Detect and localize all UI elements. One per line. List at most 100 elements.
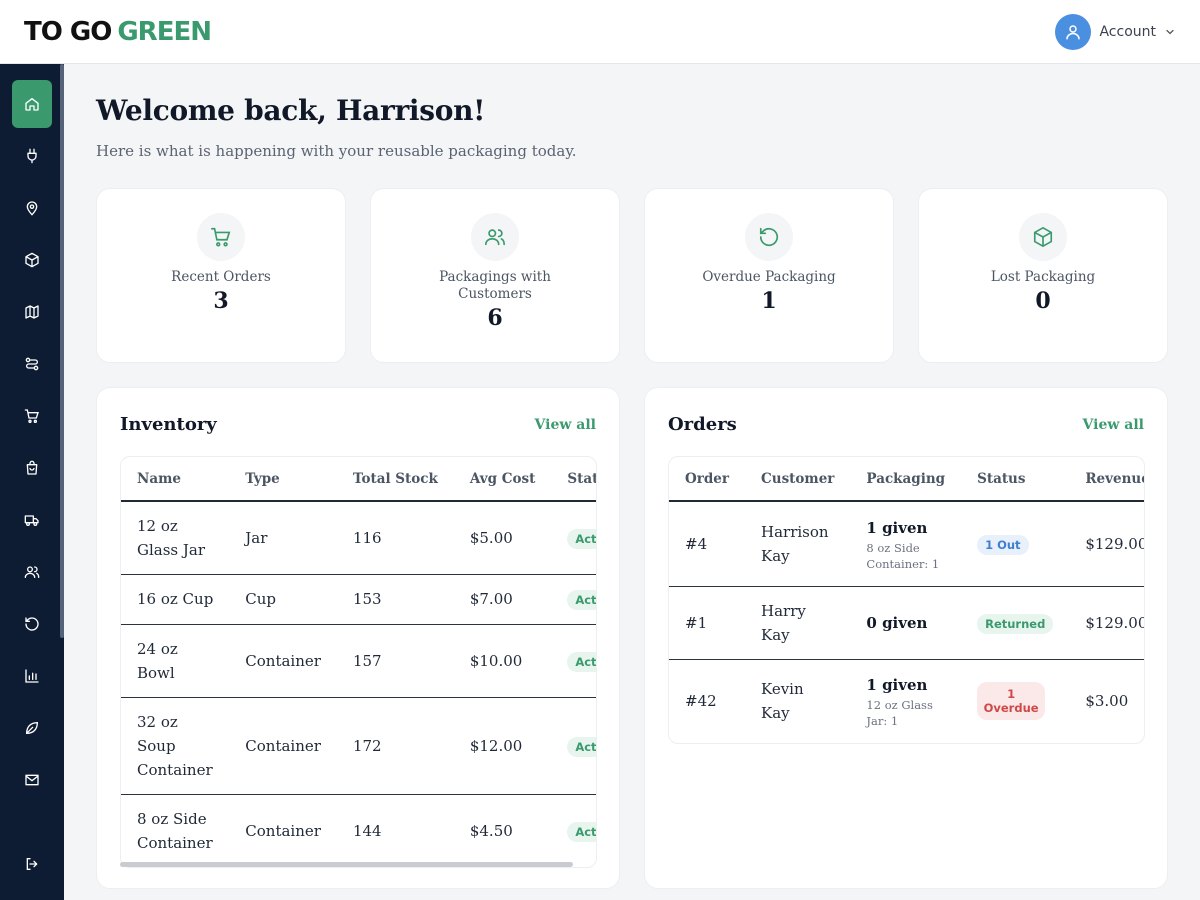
leaf-icon [25, 721, 39, 735]
inventory-table: Name Type Total Stock Avg Cost Status 12… [121, 457, 596, 867]
column-header-name[interactable]: Name [121, 457, 230, 502]
cell-cost: $5.00 [453, 501, 552, 575]
account-menu[interactable]: Account [1055, 14, 1176, 50]
stat-value: 3 [213, 288, 229, 314]
cell-type: Cup [229, 574, 337, 625]
sidebar-item-reports[interactable] [12, 656, 52, 696]
bar-chart-icon [25, 669, 39, 683]
table-row[interactable]: 8 oz Side Container Container 144 $4.50 … [121, 794, 596, 867]
status-badge: 1 Overdue [977, 682, 1046, 721]
route-icon [25, 357, 39, 371]
stat-card-recent-orders[interactable]: Recent Orders 3 [96, 188, 346, 363]
column-header-packaging[interactable]: Packaging [850, 457, 962, 502]
status-badge: Returned [977, 613, 1054, 634]
logo-text-to-go: TO GO [24, 17, 112, 47]
sidebar-item-cart[interactable] [12, 396, 52, 436]
stat-icon-container [745, 213, 793, 261]
logo-text-green: GREEN [117, 17, 212, 47]
stat-value: 1 [761, 288, 777, 314]
stat-card-overdue-packaging[interactable]: Overdue Packaging 1 [644, 188, 894, 363]
sidebar-item-routes[interactable] [12, 344, 52, 384]
stat-card-packagings-with-customers[interactable]: Packagings with Customers 6 [370, 188, 620, 363]
inventory-view-all-link[interactable]: View all [534, 417, 596, 433]
sidebar-item-plug[interactable] [12, 136, 52, 176]
inventory-horizontal-scrollbar[interactable] [120, 862, 573, 867]
cell-revenue: $129.00 [1069, 501, 1144, 587]
column-header-revenue[interactable]: Revenue [1069, 457, 1144, 502]
column-header-total-stock[interactable]: Total Stock [336, 457, 454, 502]
stat-label: Lost Packaging [990, 269, 1096, 285]
sidebar-item-locations[interactable] [12, 188, 52, 228]
cell-customer: Harry Kay [745, 586, 851, 660]
stat-label: Overdue Packaging [702, 269, 836, 285]
cell-customer: Harrison Kay [745, 501, 851, 587]
sidebar-item-customers[interactable] [12, 552, 52, 592]
column-header-customer[interactable]: Customer [745, 457, 851, 502]
sidebar-item-sustainability[interactable] [12, 708, 52, 748]
table-row[interactable]: 12 oz Glass Jar Jar 116 $5.00 Active [121, 501, 596, 575]
column-header-avg-cost[interactable]: Avg Cost [453, 457, 552, 502]
table-row[interactable]: #1 Harry Kay 0 given Returned $129.00 [669, 586, 1144, 660]
cell-packaging: 1 given 12 oz Glass Jar: 1 [850, 659, 961, 743]
table-header-row: Order Customer Packaging Status Revenue [669, 457, 1144, 502]
account-label[interactable]: Account [1099, 24, 1156, 40]
column-header-type[interactable]: Type [229, 457, 337, 502]
stat-label: Recent Orders [171, 269, 271, 285]
orders-table: Order Customer Packaging Status Revenue … [669, 457, 1144, 743]
sidebar-item-returns[interactable] [12, 604, 52, 644]
box-icon [1033, 227, 1053, 247]
column-header-status[interactable]: Status [961, 457, 1070, 502]
shopping-cart-icon [24, 409, 39, 423]
table-row[interactable]: 24 oz Bowl Container 157 $10.00 Active [121, 624, 596, 698]
table-row[interactable]: 32 oz Soup Container Container 172 $12.0… [121, 697, 596, 795]
users-icon [24, 566, 40, 578]
sidebar-item-messages[interactable] [12, 760, 52, 800]
sidebar-item-delivery[interactable] [12, 500, 52, 540]
stat-icon-container [1019, 213, 1067, 261]
user-icon [1066, 25, 1081, 40]
sidebar-item-logout[interactable] [12, 844, 52, 884]
orders-view-all-link[interactable]: View all [1082, 417, 1144, 433]
cell-revenue: $3.00 [1085, 692, 1129, 711]
logout-icon [26, 858, 38, 870]
status-badge: 1 Out [977, 534, 1029, 555]
cell-customer: Kevin Kay [761, 680, 804, 723]
sidebar-scrollbar[interactable] [60, 64, 64, 638]
cell-status: 1 Overdue [961, 659, 1069, 743]
sidebar [0, 64, 64, 900]
cell-cost: $7.00 [453, 574, 552, 625]
cell-packaging: 1 given 8 oz Side Container: 1 [850, 501, 962, 587]
page-subtitle: Here is what is happening with your reus… [96, 142, 577, 160]
return-arrow-icon [25, 617, 39, 631]
cell-name: 24 oz Bowl [121, 624, 230, 698]
status-badge: Active [567, 590, 596, 610]
cell-cost: $10.00 [453, 624, 552, 698]
cell-type: Container [245, 821, 321, 840]
rotate-ccw-icon [759, 227, 779, 247]
cell-stock: 116 [336, 501, 454, 575]
sidebar-item-shop[interactable] [12, 448, 52, 488]
logo[interactable]: TO GO GREEN [24, 17, 212, 47]
sidebar-item-map[interactable] [12, 292, 52, 332]
column-header-status[interactable]: Status [551, 457, 596, 502]
column-header-order[interactable]: Order [669, 457, 746, 502]
table-header-row: Name Type Total Stock Avg Cost Status [121, 457, 596, 502]
stat-icon-container [471, 213, 519, 261]
chevron-down-icon[interactable] [1164, 26, 1176, 38]
orders-table-container: Order Customer Packaging Status Revenue … [668, 456, 1145, 744]
avatar[interactable] [1055, 14, 1092, 50]
status-badge: Active [567, 528, 596, 549]
cell-name: 32 oz Soup Container [121, 697, 230, 795]
sidebar-item-home[interactable] [12, 80, 52, 128]
page-title: Welcome back, Harrison! [96, 94, 486, 127]
cart-icon [211, 227, 231, 247]
table-row[interactable]: 16 oz Cup Cup 153 $7.00 Active [121, 574, 596, 625]
cell-name: 8 oz Side Container [137, 809, 213, 852]
sidebar-item-packaging[interactable] [12, 240, 52, 280]
packaging-detail: 12 oz Glass Jar: 1 [866, 698, 933, 729]
stat-card-lost-packaging[interactable]: Lost Packaging 0 [918, 188, 1168, 363]
status-badge: Active [567, 736, 596, 757]
table-row[interactable]: #4 Harrison Kay 1 given 8 oz Side Contai… [669, 501, 1144, 587]
packaging-count: 1 given [866, 676, 928, 695]
table-row[interactable]: #42 Kevin Kay 1 given 12 oz Glass Jar: 1… [669, 659, 1144, 743]
